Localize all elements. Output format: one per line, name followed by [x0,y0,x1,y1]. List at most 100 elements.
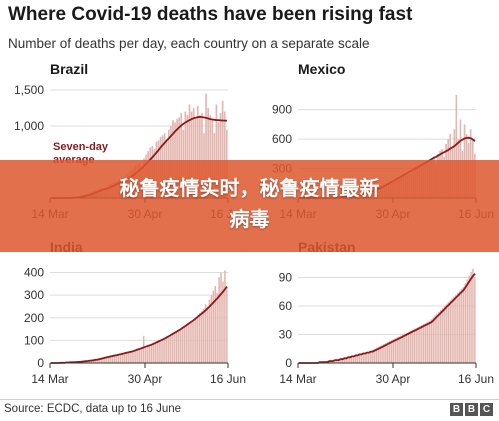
daily-bar [140,348,143,363]
daily-bar [215,104,218,198]
y-tick-label: 30 [279,328,293,342]
daily-bar [137,349,139,363]
daily-bar [152,344,155,363]
daily-bar [470,271,472,363]
daily-bar [181,327,184,363]
y-tick-label: 1,500 [14,83,44,97]
daily-bar [474,277,476,363]
logo-block-2: B [465,403,478,416]
daily-bar [119,353,122,363]
daily-bar [158,341,160,363]
daily-bar [223,111,226,198]
daily-bar [210,295,213,363]
daily-bar [402,334,404,363]
daily-bar [183,326,186,363]
daily-bar [135,349,137,363]
annotation-text: Seven-day [53,141,109,153]
daily-bar [197,315,199,363]
daily-bar [390,340,393,363]
panel-title: Brazil [50,61,88,77]
daily-bar [447,302,450,363]
daily-bar [144,348,147,363]
banner-line-2: 病毒 [229,207,270,231]
daily-bar [190,111,193,198]
daily-bar [185,325,187,363]
daily-bar [184,111,187,198]
daily-bar [457,292,459,363]
daily-bar [123,352,126,363]
daily-bar [117,353,120,363]
daily-bar [98,358,100,363]
daily-bar [358,353,361,363]
daily-bar [146,347,149,363]
chart-subtitle: Number of deaths per day, each country o… [8,36,370,51]
banner-line-1: 秘鲁疫情实时，秘鲁疫情最新 [119,176,380,200]
daily-bar [172,120,174,198]
daily-bar [339,358,342,363]
x-tick-label: 14 Mar [31,372,68,386]
daily-bar [413,328,415,363]
daily-bar [162,339,164,363]
daily-bar [154,343,157,363]
daily-bar [337,359,340,363]
daily-bar [351,355,353,363]
daily-bar [94,358,97,363]
daily-bar [417,326,419,363]
daily-bar [199,115,201,198]
daily-bar [455,94,458,198]
daily-bar [356,354,359,363]
daily-bar [392,339,395,363]
daily-bar [436,313,438,363]
daily-bar [360,353,362,363]
seven-day-average-line [51,285,228,364]
y-tick-label: 400 [24,266,44,280]
daily-bar [369,350,372,363]
daily-bar [178,117,180,198]
daily-bar [219,113,222,198]
x-tick-label: 30 Apr [128,372,163,386]
daily-bar [426,322,429,363]
daily-bar [204,304,207,363]
daily-bar [160,340,162,363]
daily-bar [109,355,112,363]
y-tick-label: 1,000 [14,119,44,133]
daily-bar [428,321,431,363]
daily-bar [460,288,463,363]
overlay-banner [0,160,499,252]
daily-bar [113,354,116,363]
daily-bar [102,357,104,363]
daily-bar [168,336,170,363]
daily-bar [171,334,174,363]
daily-bar [106,356,108,363]
daily-bar [224,270,226,363]
daily-bar [455,294,457,363]
panel-title: Mexico [298,61,345,77]
daily-bar [131,350,133,363]
daily-bar [193,319,195,363]
daily-bar [438,311,440,363]
y-tick-label: 600 [272,132,292,146]
daily-bar [341,358,344,363]
daily-bar [226,288,228,363]
daily-bar [375,347,378,363]
footer-divider [0,399,499,400]
daily-bar [205,93,207,198]
daily-bar [362,352,364,363]
daily-bar [194,118,197,198]
daily-bar [430,319,433,363]
daily-bar [129,351,131,363]
daily-bar [407,331,410,363]
daily-bar [345,357,347,363]
daily-bar [453,296,455,363]
daily-bar [409,330,412,363]
daily-bar [396,337,398,363]
daily-bar [368,351,370,363]
daily-bar [459,119,462,198]
daily-bar [371,349,374,363]
daily-bar [207,108,209,198]
y-tick-label: 200 [24,311,44,325]
source-note: Source: ECDC, data up to 16 June [4,403,182,415]
daily-bar [211,118,214,198]
daily-bar [166,338,168,363]
